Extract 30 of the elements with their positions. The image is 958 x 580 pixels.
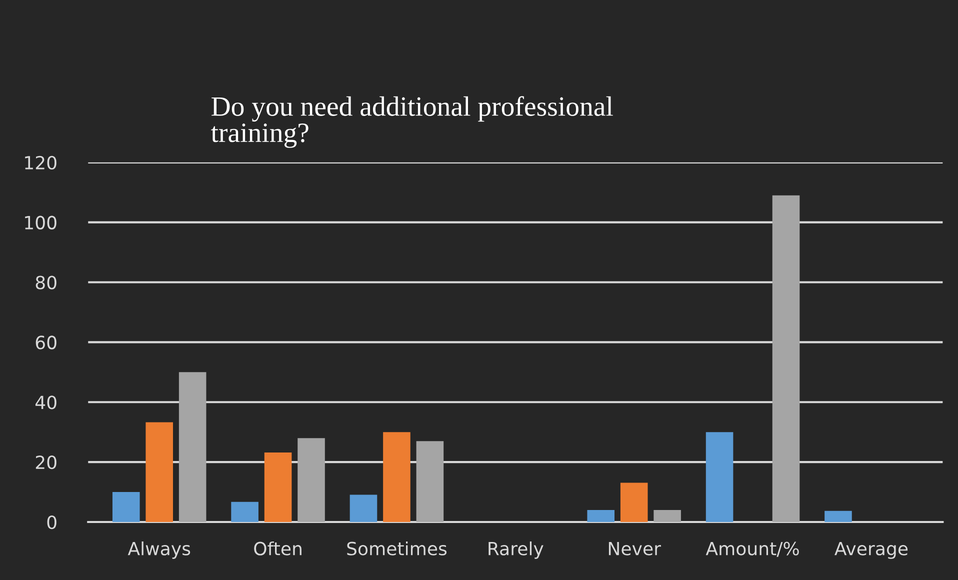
bar — [587, 510, 615, 522]
bar — [824, 510, 852, 522]
bar — [298, 438, 325, 522]
bar — [416, 441, 444, 522]
chart-title: Do you need additional professional training? — [211, 96, 613, 148]
y-tick-label: 60 — [36, 336, 56, 350]
bar — [112, 492, 140, 522]
y-tick-label: 100 — [25, 216, 56, 230]
y-tick-label: 120 — [25, 156, 56, 170]
bar — [231, 502, 258, 522]
y-tick-label: 20 — [36, 456, 56, 470]
bar — [383, 432, 410, 522]
x-tick-label: Rarely — [488, 541, 544, 559]
bar — [772, 195, 800, 522]
bar — [654, 510, 681, 522]
y-tick-label: 80 — [36, 276, 56, 290]
x-tick-label: Sometimes — [347, 541, 447, 556]
y-tick-label: 40 — [35, 396, 56, 410]
x-tick-label: Often — [254, 541, 302, 556]
x-tick-label: Always — [128, 541, 190, 559]
bar — [178, 372, 206, 522]
bar — [146, 422, 173, 522]
bar — [620, 482, 648, 522]
bar — [706, 432, 734, 522]
x-tick-label: Amount/% — [706, 542, 799, 557]
x-tick-label: Never — [608, 542, 661, 556]
bar — [264, 452, 292, 522]
bar — [350, 494, 378, 522]
y-tick-label: 0 — [47, 515, 56, 530]
x-tick-label: Average — [834, 542, 908, 559]
